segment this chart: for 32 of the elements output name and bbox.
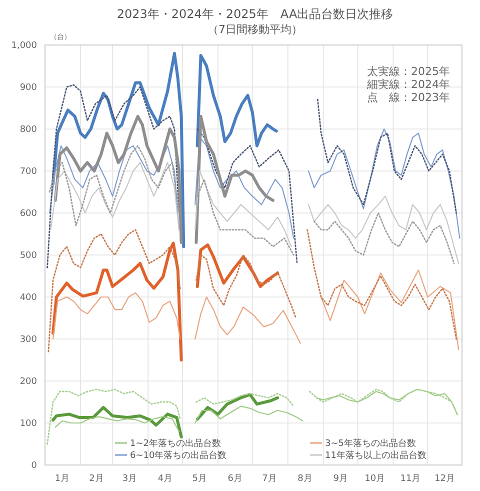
y-tick-label: 500 (20, 251, 38, 262)
x-tick-label: 10月 (364, 474, 386, 484)
x-tick-label: 7月 (262, 474, 277, 484)
y-tick-label: 800 (20, 125, 38, 136)
x-tick-label: 1月 (54, 474, 70, 484)
y-tick-label: 1,000 (11, 41, 38, 52)
x-tick-label: 3月 (122, 474, 138, 484)
y-tick-label: 700 (20, 167, 38, 178)
annotation: 太実線：2025年 (367, 65, 450, 78)
annotation: 点 線：2023年 (367, 91, 450, 104)
y-tick-label: 200 (20, 377, 38, 388)
chart-title: 2023年・2024年・2025年 AA出品台数日次推移 (116, 7, 394, 21)
legend-label: 1~2年落ちの出品台数 (130, 438, 221, 450)
legend-label: 3~5年落ちの出品台数 (325, 438, 416, 450)
legend-label: 6~10年落ちの出品台数 (130, 450, 227, 462)
annotation: 細実線：2024年 (366, 78, 450, 91)
x-tick-label: 5月 (192, 474, 208, 484)
y-tick-label: 100 (20, 419, 38, 430)
x-tick-label: 11月 (400, 474, 421, 484)
x-tick-label: 9月 (333, 474, 348, 484)
x-tick-label: 4月 (158, 474, 173, 484)
x-tick-label: 12月 (434, 474, 456, 484)
y-tick-label: 600 (20, 209, 38, 220)
y-tick-label: 400 (20, 293, 38, 304)
x-tick-label: 6月 (228, 474, 243, 484)
y-tick-label: 0 (31, 461, 38, 472)
x-tick-label: 8月 (298, 474, 312, 484)
y-tick-label: 300 (20, 335, 38, 346)
x-tick-label: 2月 (89, 474, 104, 484)
legend-label: 11年落ち以上の出品台数 (325, 450, 426, 462)
chart-subtitle: （7日間移動平均） (208, 23, 302, 36)
y-tick-label: 900 (20, 83, 38, 94)
